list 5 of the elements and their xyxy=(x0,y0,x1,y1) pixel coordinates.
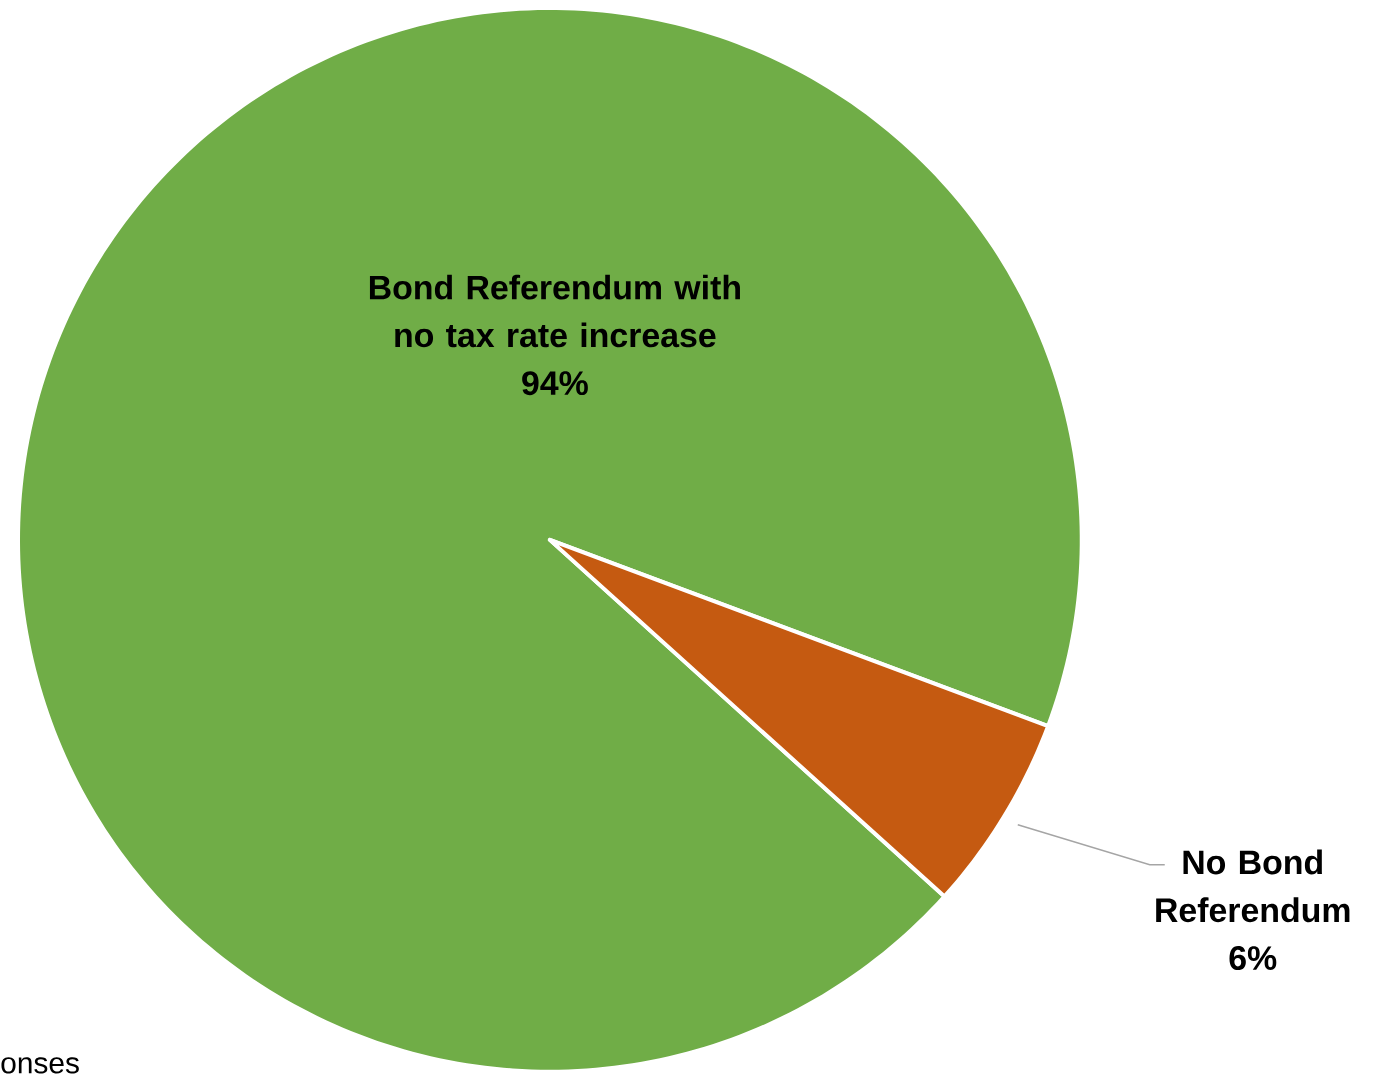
text: onses xyxy=(1,1057,79,1074)
data-label: 94% xyxy=(522,371,588,396)
data-label: 6% xyxy=(1229,946,1277,971)
slice-label: Bond Referendum with no tax rate increase xyxy=(369,274,740,348)
slice-label: No Bond Referendum xyxy=(1156,849,1350,923)
